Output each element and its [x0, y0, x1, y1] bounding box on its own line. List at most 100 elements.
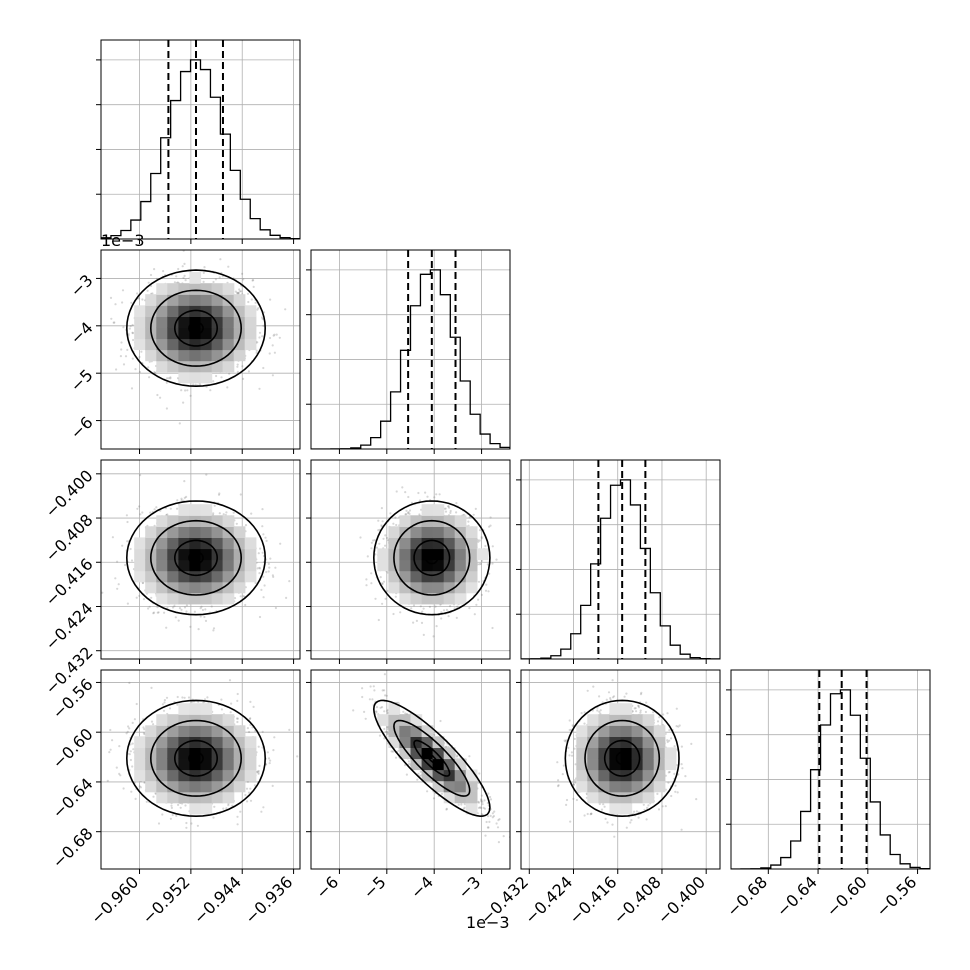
scatter-point — [173, 605, 176, 608]
scatter-point — [220, 376, 223, 379]
density-cell — [189, 504, 202, 516]
scatter-point — [394, 595, 397, 598]
scatter-point — [395, 523, 398, 527]
scatter-point — [163, 611, 166, 614]
scatter-point — [264, 536, 267, 539]
scatter-point — [138, 297, 141, 300]
scatter-point — [132, 338, 135, 342]
scatter-point — [176, 281, 179, 284]
scatter-point — [153, 371, 156, 374]
scatter-point — [254, 581, 257, 585]
scatter-point — [271, 344, 274, 347]
scatter-point — [150, 596, 153, 599]
scatter-point — [449, 509, 452, 513]
density-cell — [222, 327, 235, 340]
density-cell — [145, 526, 157, 538]
scatter-point — [239, 493, 242, 496]
density-cell — [211, 294, 224, 306]
scatter-point — [218, 276, 221, 279]
scatter-point — [455, 511, 458, 514]
scatter-point — [271, 374, 274, 377]
scatter-point — [381, 520, 384, 523]
density-cell — [244, 305, 257, 317]
density-cell — [200, 581, 213, 594]
scatter-point — [269, 557, 272, 560]
scatter-point — [237, 292, 240, 295]
scatter-point — [385, 536, 389, 540]
scatter-point — [265, 539, 268, 543]
scatter-point — [453, 607, 456, 610]
scatter-point — [121, 301, 124, 304]
scatter-point — [126, 348, 129, 351]
scatter-point — [183, 606, 187, 609]
scatter-point — [219, 258, 222, 261]
scatter-point — [239, 595, 242, 598]
scatter-point — [217, 493, 221, 496]
scatter-point — [131, 357, 134, 360]
density-cell — [178, 360, 191, 373]
scatter-point — [434, 605, 437, 608]
scatter-point — [491, 545, 494, 548]
density-cell — [200, 504, 213, 516]
density-cell — [189, 371, 202, 384]
density-cell — [211, 592, 224, 605]
density-cell — [222, 338, 235, 351]
scatter-point — [435, 625, 438, 628]
scatter-point — [157, 611, 160, 614]
density-cell — [145, 349, 157, 362]
scatter-point — [415, 619, 418, 623]
scatter-point — [257, 307, 260, 310]
density-cell — [134, 570, 146, 583]
scatter-point — [447, 505, 450, 508]
density-cell — [222, 305, 235, 317]
scatter-point — [442, 609, 446, 612]
scatter-point — [114, 303, 117, 306]
scatter-point — [444, 510, 448, 513]
scatter-point — [240, 290, 243, 293]
scatter-point — [138, 355, 141, 359]
scatter-point — [120, 341, 123, 344]
panel-frame — [100, 459, 301, 660]
scatter-point — [399, 611, 402, 614]
density-cell — [222, 559, 235, 572]
scatter-point — [142, 598, 146, 601]
scatter-point — [479, 562, 482, 566]
density-cell — [189, 581, 202, 594]
density-cell — [178, 294, 191, 306]
density-cell — [178, 371, 191, 384]
scatter-point — [242, 278, 245, 281]
scatter-point — [165, 407, 168, 410]
scatter-point — [489, 524, 492, 527]
density-cell — [222, 294, 235, 306]
scatter-point — [392, 522, 395, 525]
density-cell — [200, 283, 213, 295]
density-cell — [233, 581, 246, 594]
scatter-point — [117, 583, 120, 586]
density-cell — [167, 537, 179, 550]
scatter-point — [244, 524, 248, 527]
density-cell — [233, 338, 246, 351]
contour-line — [173, 539, 219, 577]
scatter-point — [418, 513, 421, 516]
density-cell — [211, 570, 224, 583]
density-cell — [244, 338, 257, 351]
density-cell — [178, 548, 191, 561]
scatter-point — [149, 511, 152, 514]
density-cell — [222, 570, 235, 583]
scatter-point — [359, 536, 362, 539]
scatter-point — [122, 363, 126, 366]
scatter-point — [449, 511, 452, 514]
scatter-point — [269, 298, 272, 301]
scatter-point — [477, 598, 480, 601]
scatter-point — [185, 610, 188, 613]
scatter-point — [255, 349, 258, 352]
scatter-point — [129, 325, 132, 328]
scatter-point — [365, 584, 368, 587]
scatter-point — [186, 389, 189, 392]
scatter-point — [473, 613, 476, 616]
density-cell — [178, 316, 191, 328]
contour-line — [125, 269, 267, 388]
scatter-point — [130, 387, 134, 390]
scatter-point — [148, 376, 151, 379]
scatter-point — [366, 555, 369, 558]
